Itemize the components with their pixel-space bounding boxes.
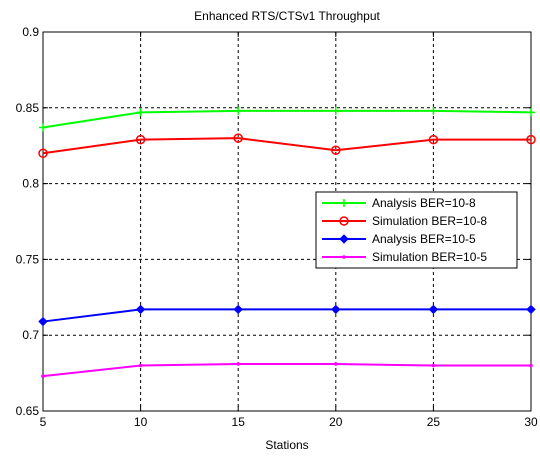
legend-box (315, 191, 518, 269)
series-line (42, 363, 531, 378)
diamond-marker (339, 234, 349, 244)
x-tick-label: 25 (427, 415, 441, 429)
y-tick-label: 0.9 (22, 25, 39, 39)
circle-marker (135, 134, 146, 145)
series-group (38, 106, 536, 378)
legend-label: Simulation BER=10-5 (372, 250, 487, 264)
series-line (42, 109, 532, 129)
y-tick-label: 0.65 (16, 404, 40, 418)
point-marker (41, 374, 45, 378)
y-tick-label: 0.75 (16, 252, 40, 266)
series-1 (38, 133, 536, 159)
circle-marker (38, 148, 48, 159)
point-marker (431, 363, 436, 368)
legend-label: Simulation BER=10-8 (372, 214, 487, 228)
legend-label: Analysis BER=10-8 (372, 196, 476, 210)
point-marker (334, 362, 338, 366)
y-tick-label: 0.7 (22, 328, 39, 342)
series-line (42, 308, 531, 323)
x-tick-label: 15 (232, 415, 246, 429)
diamond-marker (38, 316, 48, 327)
series-0 (39, 106, 535, 132)
circle-marker (339, 216, 349, 226)
point-marker (529, 363, 533, 368)
point-marker (236, 362, 240, 366)
series-line (42, 137, 531, 155)
x-tick-label: 20 (329, 415, 343, 429)
diamond-marker (233, 304, 243, 315)
diamond-marker (526, 304, 536, 315)
circle-marker (233, 133, 243, 143)
y-tick-label: 0.85 (16, 101, 40, 115)
diamond-marker (135, 304, 146, 315)
diamond-marker (331, 304, 341, 315)
chart-title: Enhanced RTS/CTSv1 Throughput (194, 9, 380, 23)
point-marker (138, 363, 143, 368)
series-2 (38, 304, 536, 327)
point-marker (342, 255, 346, 259)
x-tick-label: 5 (40, 415, 47, 429)
x-tick-label: 10 (134, 415, 148, 429)
legend-label: Analysis BER=10-5 (372, 232, 476, 246)
circle-marker (526, 134, 536, 145)
circle-marker (331, 145, 341, 155)
axis-ticks: 5 10 15 20 25 30 0.65 0.7 0.75 0.8 0.85 0.9 (16, 25, 538, 429)
x-tick-label: 30 (524, 415, 538, 429)
plot-area (42, 31, 532, 412)
y-tick-label: 0.8 (22, 177, 39, 191)
x-axis-label: Stations (265, 438, 308, 452)
legend: Analysis BER=10-8 Simulation BER=10-8 Anal… (315, 191, 518, 269)
series-3 (41, 362, 533, 378)
diamond-marker (428, 304, 439, 315)
circle-marker (428, 134, 439, 145)
